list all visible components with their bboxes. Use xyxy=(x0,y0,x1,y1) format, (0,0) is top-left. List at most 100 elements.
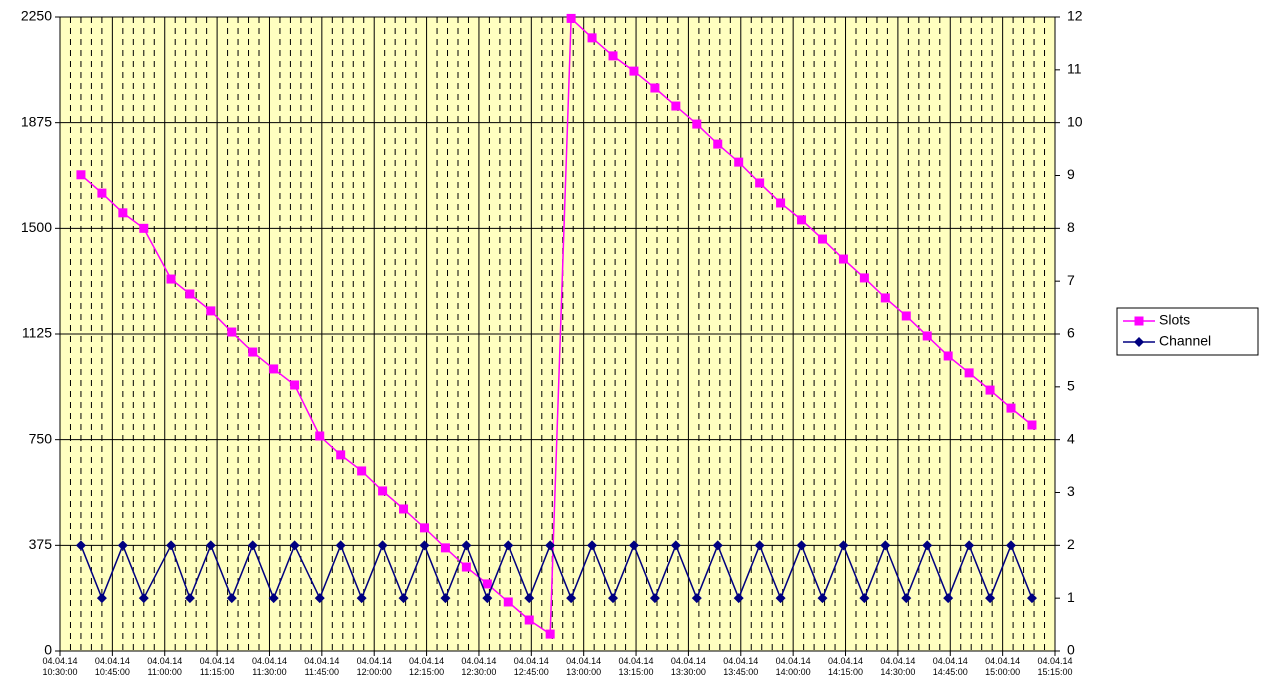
marker xyxy=(461,540,472,551)
x-tick-label: 04.04.14 12:45:00 xyxy=(513,656,549,677)
marker xyxy=(356,593,367,604)
marker xyxy=(985,385,995,395)
series-line xyxy=(80,16,1033,636)
marker xyxy=(985,593,996,604)
x-tick-label: 04.04.14 11:15:00 xyxy=(199,656,235,677)
marker xyxy=(650,83,660,93)
marker xyxy=(268,593,279,604)
marker xyxy=(545,629,555,639)
legend-label: Slots xyxy=(1159,312,1190,328)
x-tick-label: 04.04.14 12:00:00 xyxy=(356,656,392,677)
marker xyxy=(692,119,702,129)
y2-tick-label: 6 xyxy=(1067,325,1075,341)
marker xyxy=(587,540,598,551)
marker xyxy=(269,364,279,374)
y-tick-label: 0 xyxy=(44,642,52,658)
marker xyxy=(1026,593,1037,604)
marker xyxy=(419,540,430,551)
marker xyxy=(776,198,786,208)
marker xyxy=(608,51,618,61)
marker xyxy=(482,579,492,589)
marker xyxy=(713,139,723,149)
marker xyxy=(755,178,765,188)
marker xyxy=(964,540,975,551)
marker xyxy=(314,593,325,604)
marker xyxy=(712,540,723,551)
marker xyxy=(503,540,514,551)
y-tick-label: 375 xyxy=(29,536,53,552)
y2-tick-label: 5 xyxy=(1067,378,1075,394)
y-tick-label: 2250 xyxy=(21,8,52,24)
marker xyxy=(922,540,933,551)
marker xyxy=(227,327,237,337)
marker xyxy=(943,351,953,361)
marker xyxy=(378,486,388,496)
x-tick-label: 04.04.14 14:30:00 xyxy=(880,656,916,677)
x-tick-label: 04.04.14 10:30:00 xyxy=(42,656,78,677)
marker xyxy=(859,593,870,604)
marker xyxy=(670,540,681,551)
marker xyxy=(922,331,932,341)
y2-tick-label: 4 xyxy=(1067,430,1075,446)
marker xyxy=(796,540,807,551)
marker xyxy=(587,33,597,43)
marker xyxy=(118,208,128,218)
marker xyxy=(629,66,639,76)
marker xyxy=(184,593,195,604)
x-tick-label: 04.04.14 12:30:00 xyxy=(461,656,497,677)
marker xyxy=(566,13,576,23)
legend-box xyxy=(1116,307,1259,356)
y-tick-label: 750 xyxy=(29,430,53,446)
y2-tick-label: 3 xyxy=(1067,483,1075,499)
marker xyxy=(398,593,409,604)
marker xyxy=(775,593,786,604)
y2-tick-label: 2 xyxy=(1067,536,1075,552)
marker xyxy=(335,540,346,551)
marker xyxy=(377,540,388,551)
marker xyxy=(817,234,827,244)
marker xyxy=(206,306,216,316)
marker xyxy=(880,293,890,303)
marker xyxy=(901,593,912,604)
y2-tick-label: 10 xyxy=(1067,113,1083,129)
marker xyxy=(440,593,451,604)
marker xyxy=(399,504,409,514)
marker xyxy=(566,593,577,604)
marker xyxy=(671,101,681,111)
marker xyxy=(290,380,300,390)
x-tick-label: 04.04.14 15:00:00 xyxy=(985,656,1021,677)
x-tick-label: 04.04.14 13:00:00 xyxy=(566,656,602,677)
marker xyxy=(185,289,195,299)
marker xyxy=(503,597,513,607)
marker xyxy=(166,274,176,284)
legend-label: Channel xyxy=(1159,333,1211,349)
x-tick-label: 04.04.14 13:15:00 xyxy=(618,656,654,677)
marker xyxy=(247,540,258,551)
marker xyxy=(461,562,471,572)
marker xyxy=(289,540,300,551)
marker xyxy=(545,540,556,551)
y2-tick-label: 12 xyxy=(1067,8,1083,24)
marker xyxy=(138,593,149,604)
marker xyxy=(797,215,807,225)
marker xyxy=(691,593,702,604)
marker xyxy=(166,540,177,551)
marker xyxy=(248,347,258,357)
marker xyxy=(733,593,744,604)
y2-tick-label: 8 xyxy=(1067,219,1075,235)
y-tick-label: 1500 xyxy=(21,219,52,235)
y2-tick-label: 7 xyxy=(1067,272,1075,288)
marker xyxy=(734,157,744,167)
y-tick-label: 1875 xyxy=(21,113,52,129)
series-line xyxy=(80,543,1033,601)
x-tick-label: 04.04.14 13:45:00 xyxy=(723,656,759,677)
marker xyxy=(97,188,107,198)
x-tick-label: 04.04.14 14:00:00 xyxy=(775,656,811,677)
marker xyxy=(943,593,954,604)
marker xyxy=(1134,337,1144,347)
marker xyxy=(336,450,346,460)
x-tick-label: 04.04.14 15:15:00 xyxy=(1037,656,1073,677)
marker xyxy=(901,311,911,321)
marker xyxy=(838,254,848,264)
